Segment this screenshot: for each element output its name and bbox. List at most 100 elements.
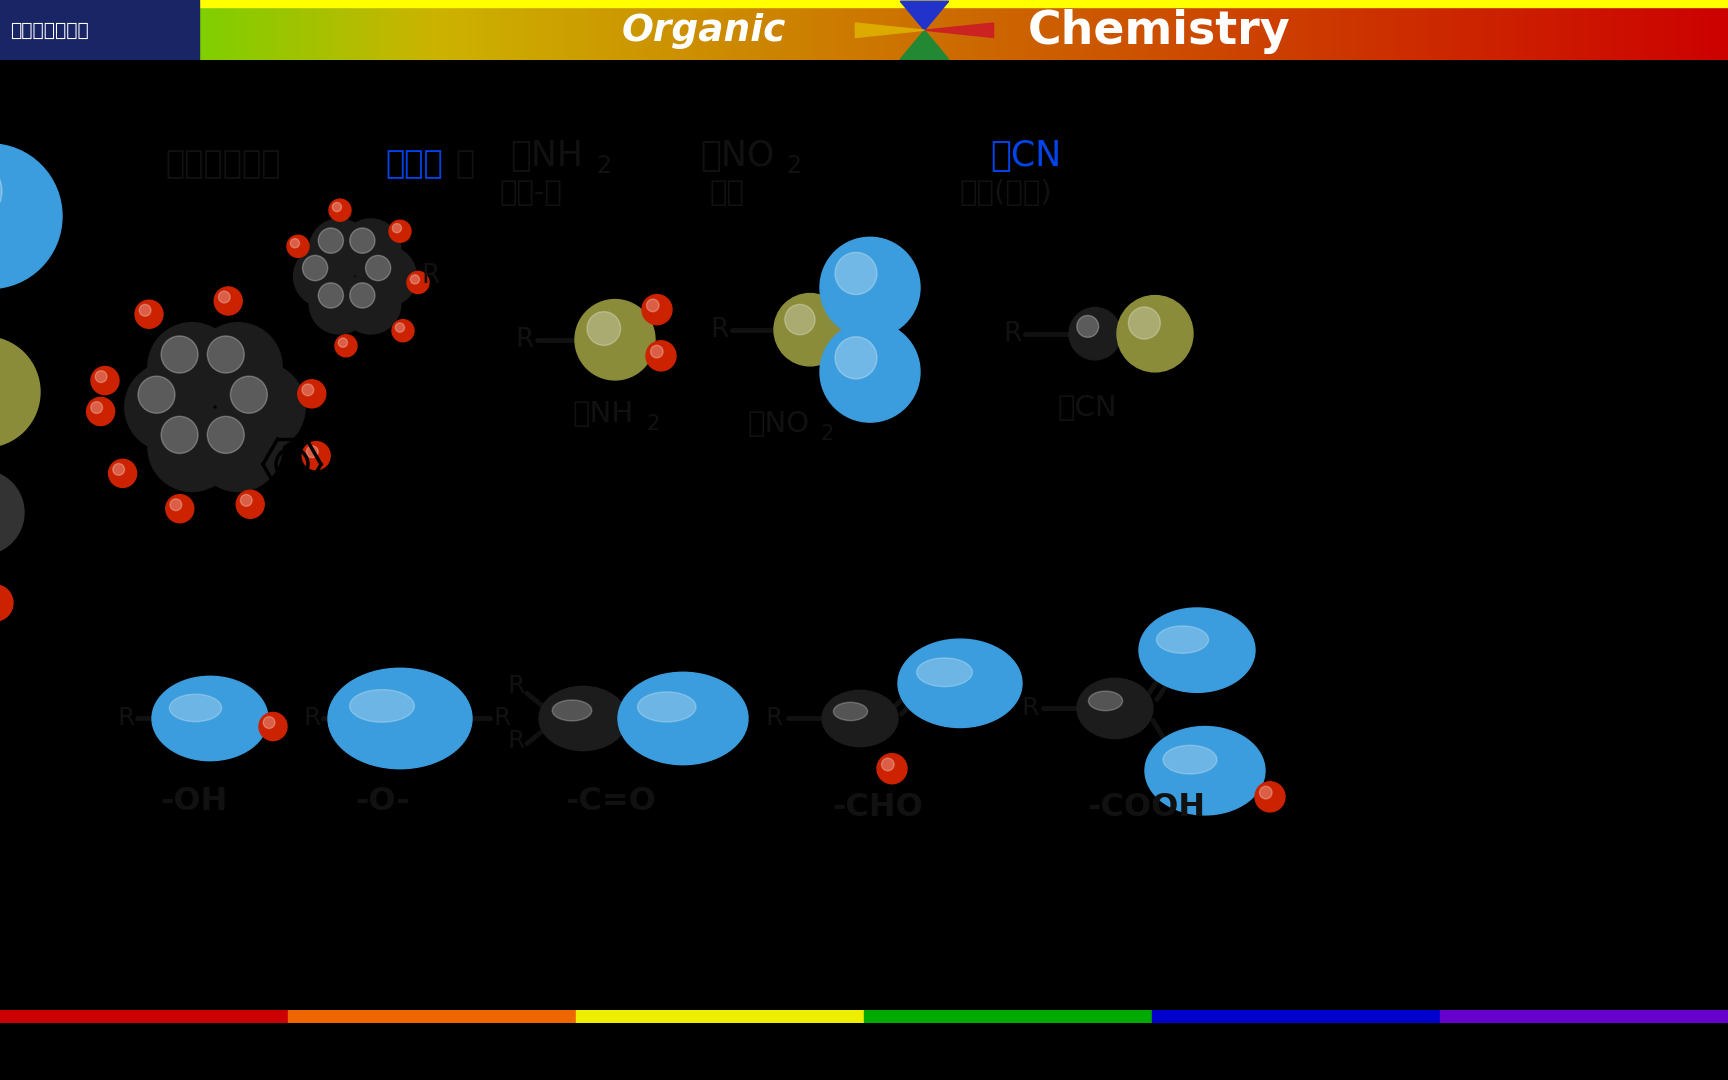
Circle shape xyxy=(340,273,401,334)
Bar xyxy=(662,0,670,60)
Bar xyxy=(558,0,567,60)
Bar xyxy=(962,0,969,60)
Circle shape xyxy=(109,459,137,487)
Bar xyxy=(1042,0,1051,60)
Bar xyxy=(1175,0,1182,60)
Bar xyxy=(755,0,762,60)
Bar xyxy=(1550,0,1557,60)
Bar xyxy=(651,0,658,60)
Circle shape xyxy=(0,159,2,224)
Bar xyxy=(1215,0,1223,60)
Bar xyxy=(859,0,866,60)
Polygon shape xyxy=(900,1,949,30)
Circle shape xyxy=(0,337,40,447)
Bar xyxy=(40,0,48,60)
Bar xyxy=(1210,0,1217,60)
Bar xyxy=(916,0,923,60)
Circle shape xyxy=(297,380,327,408)
Circle shape xyxy=(112,463,124,475)
Circle shape xyxy=(240,495,252,507)
Bar xyxy=(1481,0,1488,60)
Bar xyxy=(133,0,140,60)
Bar xyxy=(1140,0,1147,60)
Bar xyxy=(691,0,698,60)
Circle shape xyxy=(835,253,878,295)
Circle shape xyxy=(408,271,429,294)
Circle shape xyxy=(785,305,816,335)
Bar xyxy=(173,0,180,60)
Bar xyxy=(0,0,199,60)
Bar xyxy=(316,0,325,60)
Bar xyxy=(575,1010,864,1023)
Bar xyxy=(219,0,226,60)
Bar xyxy=(1020,0,1026,60)
Bar xyxy=(938,0,947,60)
Bar xyxy=(973,0,982,60)
Bar xyxy=(864,1010,1153,1023)
Bar xyxy=(1170,0,1177,60)
Bar xyxy=(1071,0,1078,60)
Bar xyxy=(0,0,7,60)
Bar xyxy=(254,0,261,60)
Bar xyxy=(513,0,520,60)
Circle shape xyxy=(1070,308,1121,360)
Text: －CN: －CN xyxy=(990,139,1061,173)
Bar xyxy=(1239,0,1246,60)
Bar xyxy=(1388,0,1396,60)
Bar xyxy=(824,0,831,60)
Bar xyxy=(467,0,473,60)
Text: 2: 2 xyxy=(821,424,833,444)
Bar xyxy=(1567,0,1574,60)
Bar xyxy=(518,0,525,60)
Bar xyxy=(1486,0,1493,60)
Ellipse shape xyxy=(553,700,591,720)
Bar xyxy=(721,0,727,60)
Bar xyxy=(1296,0,1303,60)
Bar xyxy=(708,0,715,60)
Ellipse shape xyxy=(1077,678,1153,739)
Circle shape xyxy=(821,238,919,338)
Text: R: R xyxy=(515,327,534,353)
Circle shape xyxy=(149,403,237,491)
Bar xyxy=(340,0,347,60)
Ellipse shape xyxy=(1163,745,1217,774)
Bar xyxy=(956,0,964,60)
Text: 2: 2 xyxy=(596,154,612,178)
Bar xyxy=(985,0,992,60)
Text: R: R xyxy=(1021,697,1039,720)
Bar xyxy=(57,0,66,60)
Bar xyxy=(306,0,313,60)
Bar xyxy=(686,0,693,60)
Bar xyxy=(657,0,664,60)
Circle shape xyxy=(339,338,347,348)
Bar xyxy=(1503,0,1510,60)
Bar xyxy=(553,0,560,60)
Ellipse shape xyxy=(619,672,748,765)
Bar xyxy=(1083,0,1090,60)
Circle shape xyxy=(1116,296,1192,372)
Bar xyxy=(415,0,422,60)
Bar xyxy=(1515,0,1522,60)
Bar xyxy=(812,0,819,60)
Bar xyxy=(1377,0,1384,60)
Bar xyxy=(1274,0,1280,60)
Bar xyxy=(1671,0,1678,60)
Bar xyxy=(276,0,283,60)
Bar xyxy=(714,0,722,60)
Bar xyxy=(126,0,135,60)
Circle shape xyxy=(349,283,375,308)
Bar xyxy=(817,0,826,60)
Circle shape xyxy=(328,199,351,221)
Bar xyxy=(311,0,318,60)
Ellipse shape xyxy=(1139,608,1255,692)
Bar xyxy=(1659,0,1666,60)
Bar xyxy=(454,0,463,60)
Bar xyxy=(886,0,895,60)
Bar xyxy=(346,0,353,60)
Bar xyxy=(1331,0,1337,60)
Bar xyxy=(1153,0,1159,60)
Bar xyxy=(437,0,446,60)
Bar xyxy=(1555,0,1562,60)
Bar xyxy=(570,0,577,60)
Text: -OH: -OH xyxy=(161,786,228,816)
